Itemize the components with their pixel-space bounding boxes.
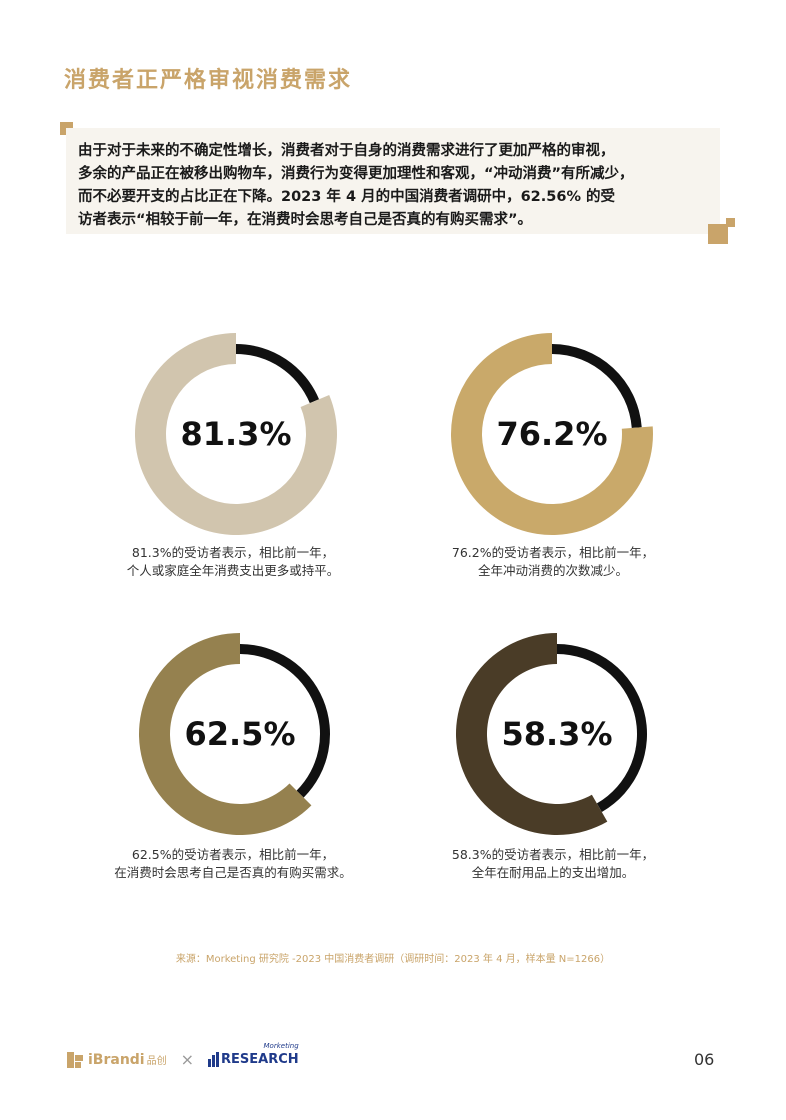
donut-remainder [552, 344, 642, 428]
donut-svg [139, 633, 331, 835]
source-note: 来源：Morketing 研究院 -2023 中国消费者调研（调研时间：2023… [175, 954, 611, 965]
donut-segment [455, 633, 608, 835]
intro-line: 多余的产品正在被移出购物车，消费行为变得更加理性和客观，“冲动消费”有所减少， [78, 166, 634, 182]
intro-line: 访者表示“相较于前一年，在消费时会思考自己是否真的有购买需求”。 [78, 212, 533, 228]
donut-chart-2: 76.2% [442, 324, 662, 544]
caption-line: 全年冲动消费的次数减少。 [477, 563, 628, 578]
donut-chart-4: 58.3% [447, 624, 667, 844]
donut-value-label: 76.2% [496, 415, 608, 453]
donut-value-label: 62.5% [184, 715, 296, 753]
ibrandi-logo-icon [66, 1051, 84, 1069]
intro-box [66, 128, 720, 234]
chart-caption-1: 81.3%的受访者表示，相比前一年， 个人或家庭全年消费支出更多或持平。 [73, 544, 393, 580]
donut-svg [450, 333, 653, 535]
partner-name: RESEARCH [221, 1052, 299, 1067]
donut-chart-1: 81.3% [126, 324, 346, 544]
bar-chart-icon [208, 1052, 220, 1067]
page-number: 06 [694, 1050, 715, 1069]
decor-square [726, 218, 735, 227]
donut-segment [450, 333, 653, 535]
donut-svg [455, 633, 648, 835]
donut-remainder [557, 644, 648, 813]
caption-line: 全年在耐用品上的支出增加。 [471, 865, 635, 880]
caption-line: 个人或家庭全年消费支出更多或持平。 [126, 563, 340, 578]
ibrandi-logo-cn: 品创 [146, 1056, 167, 1067]
page-title: 消费者正严格审视消费需求 [64, 68, 353, 93]
donut-remainder [240, 644, 331, 798]
chart-caption-2: 76.2%的受访者表示，相比前一年， 全年冲动消费的次数减少。 [393, 544, 713, 580]
caption-line: 58.3%的受访者表示，相比前一年， [451, 847, 655, 862]
donut-svg [134, 333, 337, 535]
caption-line: 62.5%的受访者表示，相比前一年， [131, 847, 335, 862]
decor-square [708, 224, 728, 244]
intro-line: 由于对于未来的不确定性增长，消费者对于自身的消费需求进行了更加严格的审视， [78, 143, 615, 159]
donut-segment [139, 633, 312, 835]
ibrandi-logo-text: iBrandi [88, 1051, 145, 1068]
donut-value-label: 81.3% [180, 415, 292, 453]
logo-separator: × [180, 1050, 195, 1069]
caption-line: 81.3%的受访者表示，相比前一年， [131, 545, 335, 560]
caption-line: 76.2%的受访者表示，相比前一年， [451, 545, 655, 560]
intro-line: 而不必要开支的占比正在下降。2023 年 4 月的中国消费者调研中，62.56%… [78, 189, 616, 205]
donut-chart-3: 62.5% [130, 624, 350, 844]
caption-line: 在消费时会思考自己是否真的有购买需求。 [114, 865, 352, 880]
donut-segment [134, 333, 337, 535]
donut-remainder [236, 344, 320, 404]
footer-logos: iBrandi 品创 × RESEARCH Morketing [66, 1042, 299, 1069]
intro-paragraph: 由于对于未来的不确定性增长，消费者对于自身的消费需求进行了更加严格的审视， 多余… [78, 140, 714, 232]
partner-top-text: Morketing [263, 1042, 299, 1050]
morketing-research-logo: RESEARCH Morketing [208, 1042, 299, 1067]
chart-caption-3: 62.5%的受访者表示，相比前一年， 在消费时会思考自己是否真的有购买需求。 [73, 846, 393, 882]
donut-value-label: 58.3% [501, 715, 613, 753]
chart-caption-4: 58.3%的受访者表示，相比前一年， 全年在耐用品上的支出增加。 [393, 846, 713, 882]
